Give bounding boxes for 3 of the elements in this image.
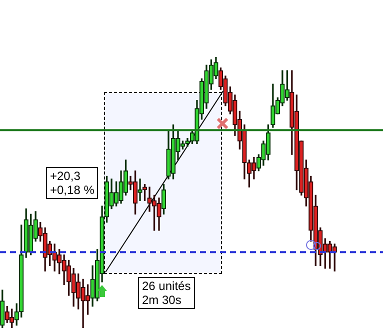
candlestick bbox=[138, 178, 142, 201]
annotation: 26 unités 2m 30s bbox=[138, 277, 195, 309]
annotation: +20,3 +0,18 % bbox=[46, 167, 98, 199]
